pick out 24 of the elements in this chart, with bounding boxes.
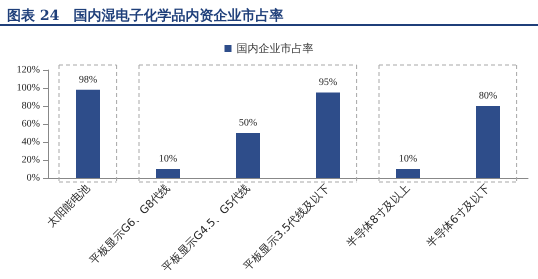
data-label: 95% bbox=[318, 77, 338, 88]
y-tick-label: 0% bbox=[26, 172, 40, 184]
x-tick-label: 半导体6寸及以下 bbox=[424, 181, 493, 250]
bar bbox=[476, 106, 500, 178]
chart-title: 图表 24 国内湿电子化学品内资企业市占率 bbox=[7, 7, 284, 24]
y-tick-label: 80% bbox=[22, 100, 40, 112]
bar bbox=[316, 92, 340, 178]
y-tick-label: 20% bbox=[22, 154, 40, 166]
y-tick-label: 60% bbox=[22, 118, 40, 130]
y-tick-label: 100% bbox=[16, 82, 40, 94]
data-label: 50% bbox=[238, 118, 258, 128]
data-label: 10% bbox=[158, 154, 178, 164]
bar bbox=[156, 169, 180, 178]
bar bbox=[396, 169, 420, 178]
data-label: 80% bbox=[478, 90, 498, 102]
data-label: 10% bbox=[398, 154, 418, 164]
y-tick-label: 40% bbox=[22, 136, 40, 148]
x-tick-label: 太阳能电池 bbox=[44, 181, 93, 230]
bar bbox=[236, 133, 260, 178]
x-tick-label: 半导体8寸及以上 bbox=[344, 181, 413, 250]
y-tick-label: 120% bbox=[16, 64, 40, 76]
legend-label: 国内企业市占率 bbox=[236, 42, 314, 55]
data-label: 98% bbox=[78, 74, 98, 86]
bar bbox=[76, 90, 100, 178]
